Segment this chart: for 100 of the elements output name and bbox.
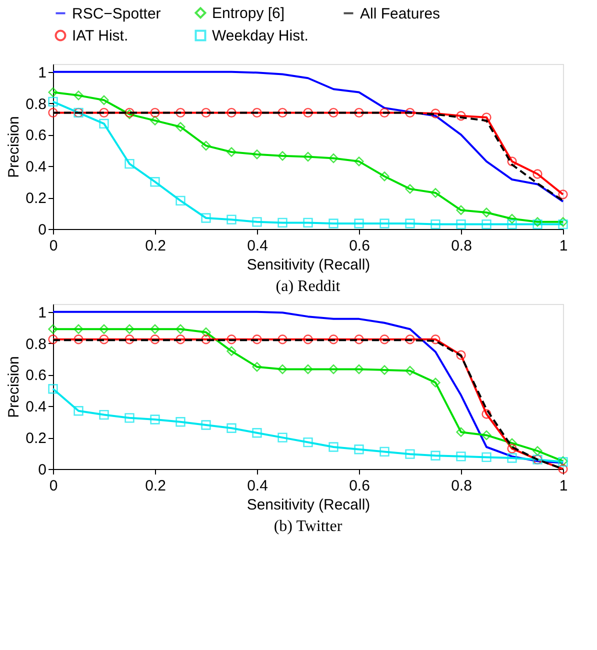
legend-label: RSC−Spotter [72, 5, 161, 22]
point [303, 152, 313, 162]
point [124, 334, 134, 344]
point [328, 153, 338, 164]
point [303, 108, 313, 118]
point [226, 214, 236, 224]
point [74, 406, 84, 416]
point [405, 334, 415, 344]
text: (b) Twitter [274, 518, 343, 535]
point [558, 190, 568, 200]
point [303, 218, 313, 228]
x-tick-label: 1 [559, 478, 568, 494]
point [176, 334, 186, 344]
x-tick-label: 0.8 [451, 238, 472, 254]
point [380, 334, 390, 344]
point [482, 430, 492, 440]
point [507, 214, 517, 224]
point [48, 334, 58, 344]
point [278, 432, 288, 442]
x-tick-label: 0 [49, 478, 58, 494]
y-tick-label: 0.2 [26, 430, 46, 448]
y-tick-label: 0.6 [26, 367, 46, 384]
y-tick-label: 0.2 [26, 190, 46, 208]
point [303, 437, 313, 448]
point [226, 147, 236, 157]
point [74, 324, 84, 334]
point [430, 378, 440, 388]
point [456, 427, 466, 437]
point [124, 158, 134, 169]
y-tick-label: 0.4 [26, 158, 46, 176]
x-axis-title: Sensitivity (Recall) [246, 256, 370, 274]
legend-label: All Features [360, 5, 440, 22]
point [507, 444, 517, 454]
point [507, 156, 517, 166]
point [354, 108, 364, 118]
point [201, 327, 211, 338]
point [48, 324, 58, 334]
point [328, 334, 338, 344]
point [48, 87, 58, 98]
point [482, 409, 492, 419]
y-tick-label: 1 [38, 64, 46, 82]
point [278, 218, 288, 228]
point [176, 324, 186, 334]
x-tick-label: 0.8 [451, 478, 472, 494]
point [278, 151, 288, 161]
point [201, 213, 211, 223]
point [354, 444, 364, 454]
point [405, 108, 415, 118]
x-tick-label: 0.2 [145, 238, 166, 254]
point [456, 111, 466, 121]
text: (a) Reddit [276, 278, 341, 295]
point [226, 346, 236, 356]
point [354, 364, 364, 374]
point [201, 140, 211, 151]
point [380, 365, 390, 375]
point [507, 453, 517, 463]
x-tick-label: 0.6 [349, 478, 370, 494]
point [328, 442, 338, 452]
point [99, 108, 109, 118]
point [99, 410, 109, 420]
point [456, 205, 466, 215]
point [201, 334, 211, 344]
point [456, 452, 466, 462]
point [150, 324, 160, 334]
point [124, 324, 134, 334]
point [252, 217, 262, 227]
x-tick-label: 0.4 [247, 478, 268, 494]
point [150, 177, 160, 187]
x-tick-label: 1 [559, 238, 568, 254]
point [456, 350, 466, 360]
point [303, 364, 313, 374]
point [354, 218, 364, 228]
legend-label: Weekday Hist. [212, 28, 308, 44]
y-tick-label: 0.8 [26, 96, 46, 113]
point [380, 172, 390, 182]
y-tick-label: 0.6 [26, 127, 46, 144]
point [405, 218, 415, 228]
point [48, 96, 58, 107]
point [507, 219, 517, 230]
point [430, 108, 440, 118]
point [201, 420, 211, 430]
point [278, 364, 288, 374]
point [380, 108, 390, 118]
point [99, 334, 109, 344]
point [354, 334, 364, 344]
point [252, 428, 262, 438]
point [532, 219, 542, 230]
point [99, 95, 109, 105]
point [354, 156, 364, 166]
point [74, 90, 84, 100]
point [124, 413, 134, 423]
point [430, 334, 440, 344]
point [48, 384, 58, 394]
point [226, 334, 236, 344]
point [201, 108, 211, 118]
y-tick-label: 0 [38, 462, 46, 478]
point [252, 108, 262, 118]
point [328, 364, 338, 374]
point [405, 366, 415, 376]
point [430, 219, 440, 230]
